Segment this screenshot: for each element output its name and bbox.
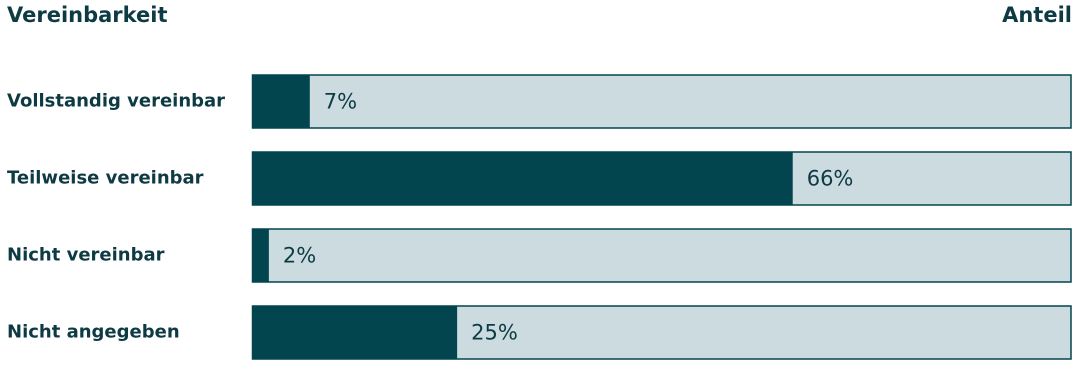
category-label: Nicht angegeben [7, 322, 180, 343]
bar [252, 75, 310, 128]
category-label: Nicht vereinbar [7, 245, 165, 266]
bar [252, 306, 458, 359]
bar-track [251, 74, 1072, 129]
bar [252, 152, 793, 205]
bar [252, 229, 269, 282]
category-label: Vollstandig vereinbar [7, 91, 225, 112]
value-label: 66% [807, 167, 854, 191]
value-label: 2% [283, 244, 316, 268]
value-label: 7% [324, 90, 357, 114]
category-header: Vereinbarkeit [7, 3, 168, 27]
value-label: 25% [471, 321, 518, 345]
bar-track [251, 228, 1072, 283]
value-header: Anteil [1002, 3, 1072, 27]
category-label: Teilweise vereinbar [7, 168, 204, 189]
